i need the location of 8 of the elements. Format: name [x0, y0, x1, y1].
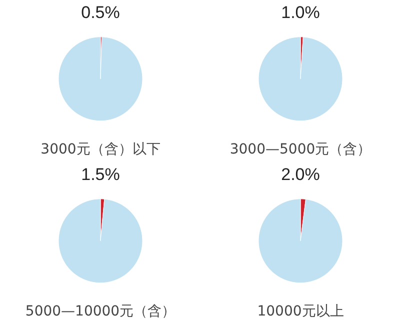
- data-label: 2.0%: [281, 165, 320, 184]
- data-label: 1.5%: [81, 165, 120, 184]
- text: 10000元以上: [257, 304, 344, 320]
- text: 3000—5000元（含）: [230, 142, 372, 158]
- data-label: 0.5%: [81, 3, 120, 22]
- text: 3000元（含）以下: [40, 142, 160, 158]
- data-label: 1.0%: [281, 3, 320, 22]
- text: 5000—10000元（含）: [25, 304, 176, 320]
